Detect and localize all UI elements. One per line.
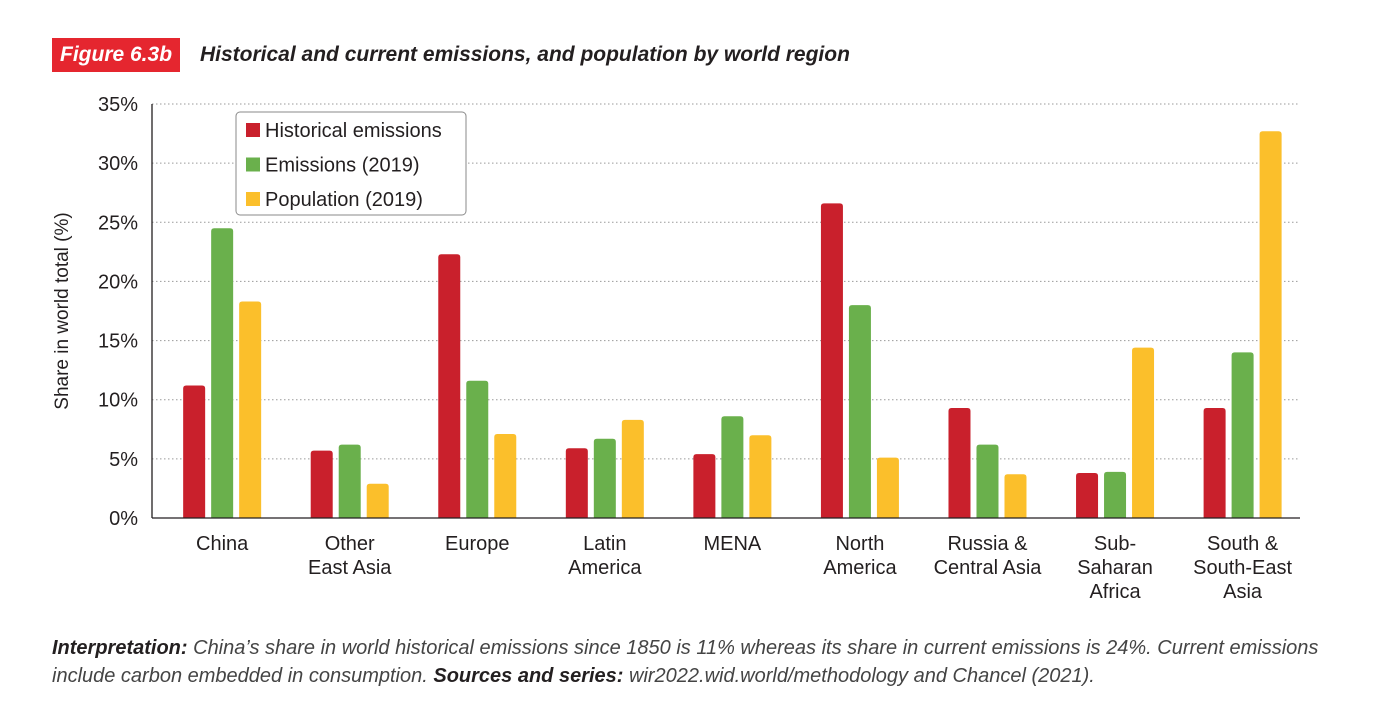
bar [593,438,616,518]
x-tick-label: America [823,557,897,579]
figure-tag: Figure 6.3b [52,38,181,72]
legend-label: Historical emissions [265,120,442,142]
bar [1132,347,1155,518]
bar [183,385,206,518]
legend-label: Population (2019) [265,189,423,211]
legend-swatch [246,123,260,137]
figure-title: Historical and current emissions, and po… [200,43,850,66]
x-tick-label: America [568,557,642,579]
bar [1203,407,1226,518]
x-tick-label: MENA [703,533,761,555]
bar [239,301,262,518]
bar-chart: 0% 5% 10% 15% 20% 25% 30% 35% Share in world to… [52,94,1300,603]
y-tick-label: 30% [98,153,138,175]
bar [848,305,871,518]
bar [1076,473,1099,518]
bar [211,228,234,518]
x-tick-label: South & [1207,533,1279,555]
y-axis-ticks: 0% 5% 10% 15% 20% 25% 30% 35% [98,94,138,530]
bar [310,450,333,518]
bar [976,444,999,518]
x-tick-label: Saharan [1077,557,1153,579]
x-tick-label: Central Asia [934,557,1043,579]
bar [1231,352,1254,518]
y-tick-label: 15% [98,331,138,353]
x-tick-label: South-East [1193,557,1292,579]
interpretation-text: China’s share in world historical emissi… [52,637,1319,687]
bar [693,454,716,518]
bar [621,419,644,518]
bar [721,416,744,518]
y-tick-label: 35% [98,94,138,116]
x-tick-label: Sub- [1094,533,1136,555]
bar [820,203,843,519]
x-tick-label: Russia & [947,533,1028,555]
legend-swatch [246,157,260,172]
bar [1004,474,1027,518]
legend-box [235,111,467,216]
y-tick-label: 25% [98,212,138,234]
x-tick-label: Asia [1223,581,1263,603]
x-tick-label: China [196,533,249,555]
bar [948,407,971,518]
y-tick-label: 10% [98,390,138,412]
x-tick-label: East Asia [308,557,392,579]
interpretation-label: Interpretation: [52,637,188,659]
legend: Historical emissions Emissions (2019) Popu… [235,111,467,216]
bar [338,444,361,518]
bar [1259,131,1282,518]
bar [876,457,899,518]
bar [749,435,772,518]
bar [466,380,489,518]
bar [366,483,389,518]
bar [438,254,461,519]
sources-text: wir2022.wid.world/methodology and Chance… [623,665,1095,687]
axes [151,104,1300,519]
legend-swatch [246,192,260,206]
y-tick-label: 5% [109,449,138,471]
y-axis-label: Share in world total (%) [52,212,73,409]
bar [1104,471,1127,518]
y-tick-label: 20% [98,271,138,293]
bars [183,131,1282,519]
y-tick-label: 0% [109,508,138,530]
caption: Interpretation: China’s share in world h… [52,634,1342,690]
x-tick-label: Other [325,533,375,555]
bar [494,434,517,518]
gridlines [152,103,1300,460]
sources-label: Sources and series: [433,665,624,687]
bar [565,448,588,518]
x-tick-label: Europe [445,533,510,555]
x-tick-label: North [835,533,884,555]
x-tick-label: Africa [1089,581,1141,603]
legend-label: Emissions (2019) [265,155,420,177]
x-tick-label: Latin [583,533,626,555]
